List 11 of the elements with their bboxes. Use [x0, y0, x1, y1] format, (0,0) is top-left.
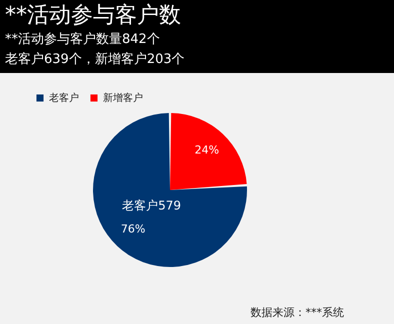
legend-label: 老客户 [49, 92, 79, 104]
chart-title: **活动参与客户数 [5, 2, 182, 30]
chart-subtitle: **活动参与客户数量842个 [5, 31, 161, 49]
pie-slice [93, 113, 247, 267]
pie-slice [170, 113, 247, 190]
text: 老客户639个，新增客户203个 [5, 51, 186, 69]
data-label: 76% [120, 222, 146, 236]
legend-label: 新增客户 [103, 92, 143, 104]
source-note: 数据来源：***系统 [250, 305, 344, 320]
data-label: 24% [194, 144, 220, 157]
text: 老客户579 [122, 198, 182, 213]
